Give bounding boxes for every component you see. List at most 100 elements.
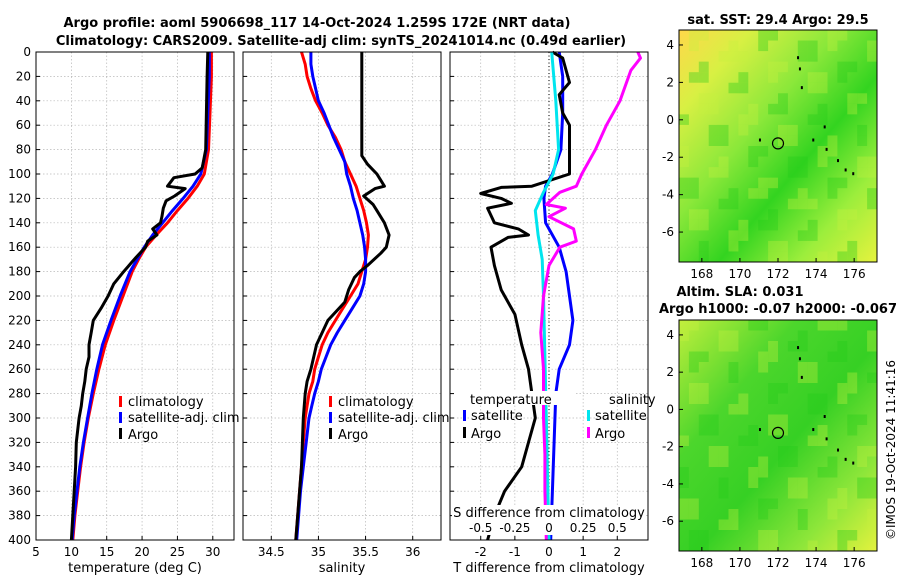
x-tick-label: 0 [545,545,553,559]
map-cell [857,167,868,178]
map-cell [797,519,808,530]
map-cell [837,488,848,499]
map-x-tick-label: 168 [690,556,713,570]
y-tick-label: 100 [8,167,31,181]
map-cell [728,330,739,341]
map-cell [748,435,759,446]
map-cell [738,393,749,404]
map-cell [698,219,709,231]
map-cell [837,540,848,551]
island-marker [844,457,847,461]
map-cell [778,456,788,467]
map-cell [768,103,778,115]
map-cell [817,103,828,115]
map-cell [837,219,848,231]
map-cell [857,414,868,425]
map-cell [688,530,699,541]
map-cell [688,362,699,373]
island-marker [825,437,828,441]
x-tick-label: 34.5 [258,545,285,559]
map-cell [758,540,769,551]
map-cell [847,103,858,115]
map-cell [837,320,848,331]
map-cell [698,61,709,73]
map-cell [768,30,778,41]
map-x-tick-label: 174 [805,556,828,570]
y-tick-label: 240 [8,338,31,352]
map-cell [847,251,858,262]
difference-legend: temperature salinity satellite Argo sate… [454,391,656,442]
map-cell [688,509,699,520]
map-cell [867,509,877,520]
map-cell [698,351,709,362]
map-cell [847,93,858,104]
map-cell [857,488,868,499]
map-cell [728,230,739,241]
map-cell [827,40,838,52]
map-cell [807,540,818,551]
map-cell [679,188,689,199]
map-cell [688,393,699,404]
map-cell [807,40,818,52]
map-cell [698,414,709,425]
legend-swatch-t-argo [463,427,466,438]
map-x-tick-label: 172 [767,556,790,570]
map-cell [738,51,749,62]
map-cell [748,146,759,157]
map-y-tick-label: -2 [662,440,674,454]
map-cell [688,40,699,52]
map-cell [688,188,699,199]
island-marker [800,375,803,379]
x-axis-label: T difference from climatology [452,561,645,576]
map-cell [679,477,689,488]
map-cell [708,414,719,425]
map-cell [787,135,798,146]
map-cell [728,82,739,94]
map-cell [768,177,778,189]
map-cell [797,51,808,62]
map-cell [688,383,699,394]
map-cell [847,372,858,383]
map-cell [787,156,798,168]
map-cell [807,393,818,404]
map-cell [807,82,818,94]
island-marker [837,159,840,163]
map-cell [817,146,828,157]
map-cell [797,156,808,168]
map-y-tick-label: -4 [662,477,674,491]
map-cell [718,477,729,488]
map-y-tick-label: 0 [666,402,674,416]
legend-swatch-s-satellite [587,410,590,421]
map-cell [787,456,798,467]
map-cell [857,446,868,457]
y-tick-label: 200 [8,289,31,303]
x-tick-label: 35 [311,545,326,559]
map-cell [837,393,848,404]
sla-map-title-line1: Altim. SLA: 0.031 [677,285,804,300]
y-tick-label: 300 [8,411,31,425]
map-cell [817,72,828,83]
map-cell [748,114,759,125]
map-y-tick-label: -6 [662,514,674,528]
map-cell [728,40,739,52]
map-cell [787,167,798,178]
plot-frame [35,51,235,541]
map-cell [797,509,808,520]
map-cell [817,320,828,331]
legend-swatch-s-argo [587,427,590,438]
island-marker [812,138,815,142]
map-y-tick-label: -2 [662,150,674,164]
map-cell [847,61,858,73]
y-tick-label: 20 [16,69,31,83]
map-cell [807,198,818,210]
map-cell [797,188,808,199]
map-cell [748,103,759,115]
map-cell [867,188,877,199]
sla-map: 168 170 172 174 176 4 2 0 -2 -4 -6 [662,319,878,570]
map-cell [698,240,709,252]
map-cell [698,425,709,436]
map-cell [708,446,719,457]
map-cell [787,198,798,210]
map-cell [817,82,828,94]
